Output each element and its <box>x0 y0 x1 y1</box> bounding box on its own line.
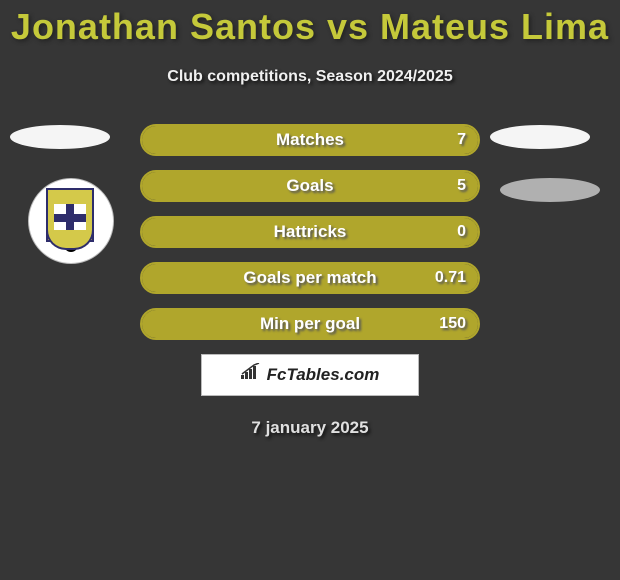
stat-label: Goals per match <box>142 264 478 292</box>
watermark-text: FcTables.com <box>267 365 380 384</box>
stat-label: Hattricks <box>142 218 478 246</box>
stat-row: Goals per match0.71 <box>140 262 480 294</box>
stat-value-right: 0 <box>457 218 466 246</box>
watermark: FcTables.com <box>201 354 419 396</box>
stat-label: Min per goal <box>142 310 478 338</box>
stat-value-right: 0.71 <box>435 264 466 292</box>
stat-row: Hattricks0 <box>140 216 480 248</box>
subtitle: Club competitions, Season 2024/2025 <box>0 48 620 86</box>
stat-label: Matches <box>142 126 478 154</box>
stats-area: Matches7Goals5Hattricks0Goals per match0… <box>0 124 620 340</box>
stat-value-right: 5 <box>457 172 466 200</box>
stat-value-right: 150 <box>439 310 466 338</box>
comparison-title: Jonathan Santos vs Mateus Lima <box>0 0 620 48</box>
stat-value-right: 7 <box>457 126 466 154</box>
stat-row: Goals5 <box>140 170 480 202</box>
stat-row: Matches7 <box>140 124 480 156</box>
chart-icon <box>241 356 261 396</box>
stat-row: Min per goal150 <box>140 308 480 340</box>
date: 7 january 2025 <box>0 418 620 438</box>
stat-label: Goals <box>142 172 478 200</box>
